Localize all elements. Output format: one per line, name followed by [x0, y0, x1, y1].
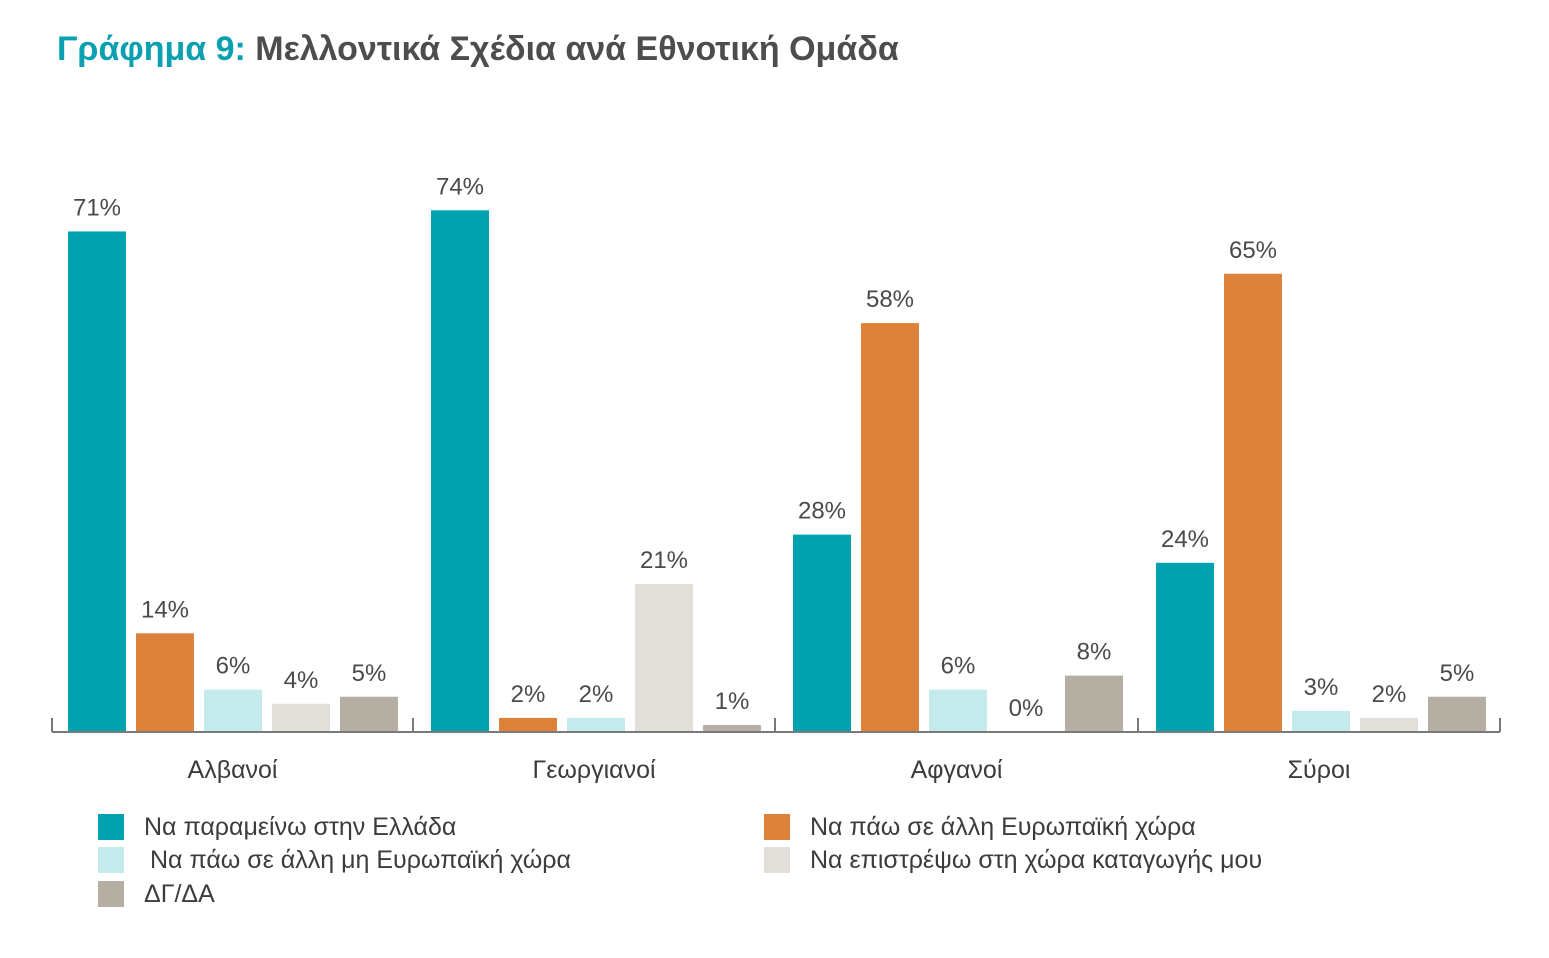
legend-label: Να πάω σε άλλη μη Ευρωπαϊκή χώρα: [150, 845, 571, 874]
bar-value-label: 0%: [1009, 695, 1044, 722]
legend-item: ΔΓ/ΔΑ: [98, 879, 215, 909]
legend-label: ΔΓ/ΔΑ: [144, 879, 215, 908]
bar-value-label: 71%: [73, 194, 121, 221]
bar-value-label: 8%: [1077, 639, 1112, 666]
bar-value-label: 2%: [511, 681, 546, 708]
legend-label: Να παραμείνω στην Ελλάδα: [144, 812, 457, 841]
bar-value-label: 6%: [941, 653, 976, 680]
bar: [499, 717, 557, 732]
bar-value-label: 6%: [216, 653, 251, 680]
bar-value-label: 2%: [579, 681, 614, 708]
chart-title-text: Μελλοντικά Σχέδια ανά Εθνοτική Ομάδα: [255, 30, 899, 68]
bar-value-label: 2%: [1372, 681, 1407, 708]
bar: [204, 689, 262, 732]
bar: [929, 689, 987, 732]
bar-value-label: 24%: [1161, 526, 1209, 553]
category-label: Αλβανοί: [188, 756, 278, 784]
bar: [635, 583, 693, 732]
bar-value-label: 3%: [1304, 674, 1339, 701]
legend-item: Να πάω σε άλλη Ευρωπαϊκή χώρα: [764, 812, 1196, 842]
bar-group-4: 24% 65% 3% 2% 5%: [1156, 237, 1486, 732]
bar: [1428, 696, 1486, 732]
bar-value-label: 74%: [436, 173, 484, 200]
bar-value-label: 14%: [141, 596, 189, 623]
bar-value-label: 21%: [640, 547, 688, 574]
legend-swatch: [98, 814, 124, 840]
bar-value-label: 5%: [1440, 660, 1475, 687]
legend-swatch: [764, 814, 790, 840]
bar-value-label: 5%: [352, 660, 387, 687]
bar-value-label: 1%: [715, 688, 750, 715]
bar: [340, 696, 398, 732]
legend-swatch: [98, 847, 124, 873]
legend-label: Να επιστρέψω στη χώρα καταγωγής μου: [810, 845, 1263, 874]
bar: [861, 323, 919, 732]
bar: [431, 210, 489, 733]
legend-item: Να επιστρέψω στη χώρα καταγωγής μου: [764, 845, 1262, 875]
category-label: Γεωργιανοί: [532, 756, 656, 784]
category-label: Αφγανοί: [911, 756, 1003, 784]
bar: [1292, 710, 1350, 732]
bar: [1360, 717, 1418, 732]
bar-value-label: 58%: [866, 286, 914, 313]
chart-title: Γράφημα 9: Μελλοντικά Σχέδια ανά Εθνοτικ…: [57, 30, 899, 69]
bar: [272, 703, 330, 732]
legend-swatch: [764, 847, 790, 873]
bar-group-2: 74% 2% 2% 21% 1%: [431, 173, 761, 733]
bar-value-label: 4%: [284, 667, 319, 694]
legend-label: Να πάω σε άλλη Ευρωπαϊκή χώρα: [810, 812, 1196, 841]
bar-group-1: 71% 14% 6% 4% 5%: [68, 194, 398, 732]
category-label: Σύροι: [1288, 756, 1351, 784]
bar: [793, 534, 851, 732]
bar-chart: 71% 14% 6% 4% 5% Αλβανοί 74% 2% 2% 21% 1% Γεωργιανο…: [51, 173, 1501, 784]
bar: [1065, 675, 1123, 732]
bar: [703, 724, 761, 732]
bar-value-label: 65%: [1229, 237, 1277, 264]
legend-item: Να παραμείνω στην Ελλάδα: [98, 812, 456, 842]
bar: [1156, 562, 1214, 732]
legend-swatch: [98, 881, 124, 907]
bar: [68, 231, 126, 732]
legend-item: Να πάω σε άλλη μη Ευρωπαϊκή χώρα: [98, 845, 571, 875]
chart-title-prefix: Γράφημα 9:: [57, 30, 246, 68]
bar-value-label: 28%: [798, 498, 846, 525]
bar: [136, 633, 194, 732]
bar-group-3: 28% 58% 6% 0% 8%: [793, 286, 1123, 732]
bar: [567, 717, 625, 732]
bar: [1224, 273, 1282, 732]
